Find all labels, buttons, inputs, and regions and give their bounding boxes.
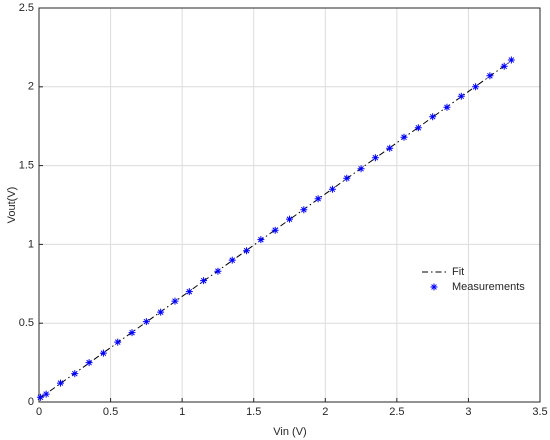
axes-box [38,7,541,403]
data-point [371,154,379,162]
data-point [71,370,79,378]
data-point [185,288,193,296]
y-axis-label: Vout(V) [6,187,18,224]
data-point [42,390,50,398]
data-point [414,124,422,132]
data-point [85,359,93,367]
x-tick-label: 3 [465,406,471,418]
data-point [300,206,308,214]
x-tick-label: 3.5 [532,406,547,418]
data-point [386,144,394,152]
data-point [443,103,451,111]
plot-area [39,8,540,402]
data-point [400,133,408,141]
data-point [429,113,437,121]
y-tick-label: 2.5 [19,2,34,14]
data-point [472,83,480,91]
x-tick-label: 2.5 [389,406,404,418]
data-point [171,297,179,305]
data-point [328,185,336,193]
y-tick-label: 2 [28,81,34,93]
data-point [486,72,494,80]
x-axis-label: Vin (V) [273,426,306,438]
data-point [314,195,322,203]
data-point [357,165,365,173]
data-point [157,308,165,316]
data-point [56,379,64,387]
x-tick-label: 0.5 [103,406,118,418]
data-point [142,318,150,326]
data-point [114,338,122,346]
data-point [507,56,515,64]
x-tick-label: 0 [36,406,42,418]
data-point [243,247,251,255]
data-point [36,393,44,401]
legend-label: Measurements [452,281,525,293]
y-tick-label: 1.5 [19,160,34,172]
data-point [257,236,265,244]
data-point [200,277,208,285]
legend-marker [430,283,438,291]
y-tick-label: 0 [28,396,34,408]
y-tick-label: 0.5 [19,317,34,329]
data-point [271,226,279,234]
data-point [500,62,508,70]
data-point [99,349,107,357]
y-tick-label: 1 [28,238,34,250]
x-tick-label: 1.5 [246,406,261,418]
data-point [343,174,351,182]
data-point [457,92,465,100]
data-point [286,215,293,223]
x-tick-label: 2 [322,406,328,418]
data-point [128,329,136,337]
legend-label: Fit [452,266,464,278]
data-point [228,256,236,264]
x-tick-label: 1 [179,406,185,418]
data-point [214,267,222,275]
